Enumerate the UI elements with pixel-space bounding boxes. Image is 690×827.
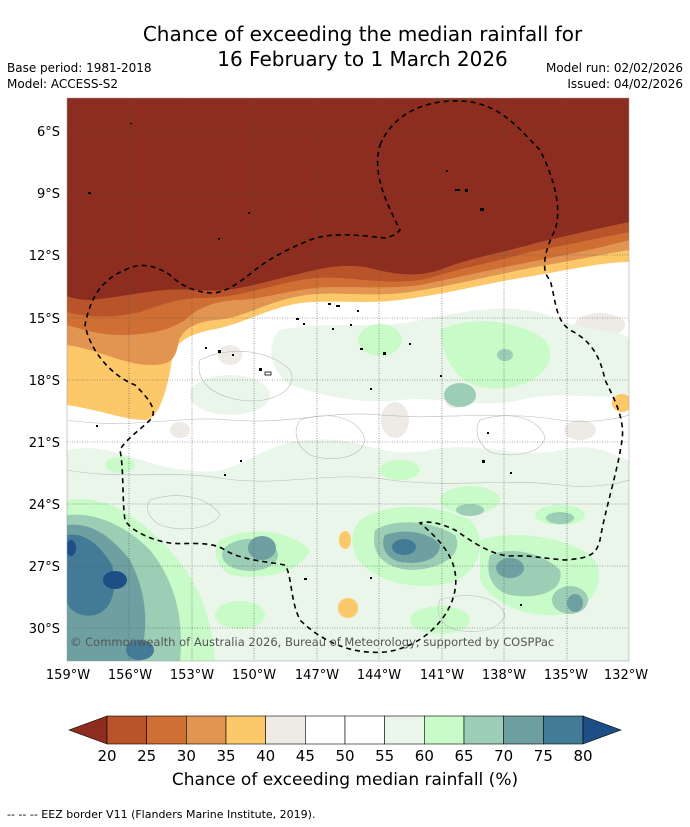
lat-label: 9°S <box>37 187 60 202</box>
lon-label: 156°W <box>108 668 152 683</box>
colorbar-segment <box>463 715 504 745</box>
lat-label: 27°S <box>29 560 60 575</box>
colorbar-label: Chance of exceeding median rainfall (%) <box>171 770 519 790</box>
lon-label: 147°W <box>295 668 339 683</box>
probability-field: © Commonwealth of Australia 2026, Bureau… <box>67 98 629 661</box>
gridlines <box>67 98 629 661</box>
lon-label: 135°W <box>544 668 588 683</box>
lon-label: 153°W <box>170 668 214 683</box>
model-name: Model: ACCESS-S2 <box>7 77 119 91</box>
lat-label: 6°S <box>37 125 60 140</box>
colorbar-segment <box>225 715 266 745</box>
colorbar-tick-label: 65 <box>454 747 473 765</box>
lon-label: 144°W <box>357 668 401 683</box>
colorbar-tick-label: 20 <box>97 747 116 765</box>
colorbar-segment <box>503 715 544 745</box>
lat-labels: 6°S 9°S 12°S 15°S 18°S 21°S 24°S 27°S 30… <box>29 125 60 637</box>
colorbar-tick-label: 70 <box>494 747 513 765</box>
colorbar-tick-label: 75 <box>534 747 553 765</box>
model-run-date: Model run: 02/02/2026 <box>545 61 683 75</box>
colorbar-segment <box>384 715 425 745</box>
colorbar-tick-label: 45 <box>296 747 315 765</box>
colorbar-tick-label: 35 <box>216 747 235 765</box>
lat-label: 12°S <box>29 249 60 264</box>
colorbar-segment <box>265 715 306 745</box>
darkest-blue-areas <box>67 540 127 589</box>
colorbar: 20 25 30 35 40 45 50 55 60 65 70 75 80 <box>68 715 622 765</box>
model-info: Base period: 1981-2018 Model: ACCESS-S2 <box>7 60 152 92</box>
lon-label: 141°W <box>420 668 464 683</box>
chart-title: Chance of exceeding the median rainfall … <box>0 22 690 72</box>
colorbar-extension-high <box>582 715 622 745</box>
lon-label: 132°W <box>604 668 648 683</box>
colorbar-segment <box>186 715 227 745</box>
colorbar-extension-low <box>68 715 108 745</box>
lon-label: 138°W <box>482 668 526 683</box>
colorbar-segment <box>543 715 584 745</box>
island-dots <box>88 123 522 606</box>
very-dry-band <box>67 98 629 300</box>
lon-label: 150°W <box>232 668 276 683</box>
title-line-2: 16 February to 1 March 2026 <box>217 47 508 71</box>
colorbar-tick-label: 80 <box>573 747 592 765</box>
eez-border <box>84 100 624 654</box>
lon-label: 159°W <box>46 668 90 683</box>
colorbar-tick-label: 30 <box>177 747 196 765</box>
lat-label: 30°S <box>29 622 60 637</box>
contour-lines <box>67 351 629 632</box>
blue-areas <box>67 534 416 660</box>
rainfall-map: © Commonwealth of Australia 2026, Bureau… <box>29 97 648 765</box>
lon-labels: 159°W 156°W 153°W 150°W 147°W 144°W 141°… <box>46 668 648 683</box>
base-period: Base period: 1981-2018 <box>7 61 152 75</box>
title-line-1: Chance of exceeding the median rainfall … <box>142 22 583 46</box>
map-frame <box>66 97 630 662</box>
colorbar-segment <box>344 715 385 745</box>
eez-footnote: -- -- -- EEZ border V11 (Flanders Marine… <box>7 808 316 821</box>
colorbar-segment <box>146 715 187 745</box>
colorbar-segment <box>424 715 465 745</box>
colorbar-tick-label: 50 <box>335 747 354 765</box>
colorbar-segment <box>305 715 346 745</box>
colorbar-tick-label: 40 <box>256 747 275 765</box>
run-info: Model run: 02/02/2026 Issued: 04/02/2026 <box>546 60 683 92</box>
lat-label: 18°S <box>29 374 60 389</box>
colorbar-tick-label: 55 <box>375 747 394 765</box>
lat-label: 21°S <box>29 436 60 451</box>
lat-label: 15°S <box>29 312 60 327</box>
copyright-text: © Commonwealth of Australia 2026, Bureau… <box>70 635 554 649</box>
colorbar-tick-label: 60 <box>415 747 434 765</box>
lat-label: 24°S <box>29 498 60 513</box>
colorbar-segment <box>106 715 147 745</box>
colorbar-tick-label: 25 <box>137 747 156 765</box>
issued-date: Issued: 04/02/2026 <box>567 77 683 91</box>
